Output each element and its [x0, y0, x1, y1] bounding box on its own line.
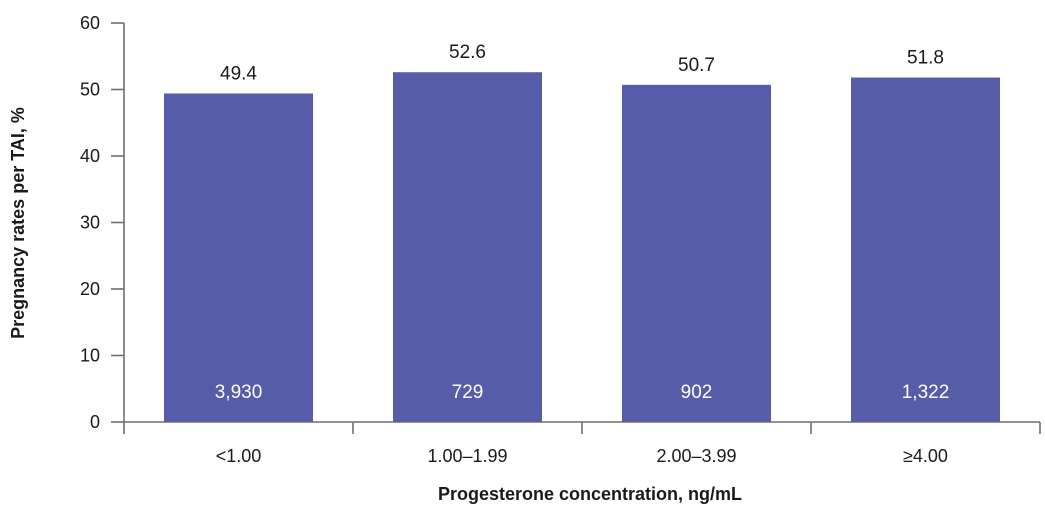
bar-value-label: 52.6: [449, 42, 486, 63]
y-axis-title: Pregnancy rates per TAI, %: [8, 107, 28, 339]
y-tick-label: 50: [80, 80, 100, 100]
bar: [393, 72, 542, 423]
bar: [851, 77, 1000, 422]
y-tick-label: 0: [90, 412, 100, 432]
x-tick-label: 1.00–1.99: [427, 446, 507, 466]
x-tick-label: 2.00–3.99: [656, 446, 736, 466]
x-tick-label: <1.00: [216, 446, 262, 466]
bar-count-label: 3,930: [215, 382, 263, 403]
bar-count-label: 1,322: [902, 382, 950, 403]
y-tick-label: 30: [80, 213, 100, 233]
bars: [164, 72, 1000, 423]
bar-labels: 49.4 3,930 52.6 729 50.7 902 51.8 1,322: [215, 42, 950, 403]
y-tick-label: 60: [80, 13, 100, 33]
bar-count-label: 902: [681, 382, 713, 403]
bar-value-label: 50.7: [678, 55, 715, 76]
bar-value-label: 51.8: [907, 48, 944, 69]
x-axis: <1.00 1.00–1.99 2.00–3.99 ≥4.00: [123, 421, 1041, 466]
y-tick-label: 10: [80, 346, 100, 366]
y-tick-label: 40: [80, 146, 100, 166]
bar-value-label: 49.4: [220, 63, 257, 84]
y-tick-label: 20: [80, 279, 100, 299]
bar-count-label: 729: [452, 382, 484, 403]
y-axis: 0 10 20 30 40 50 60: [80, 13, 125, 432]
bar: [164, 93, 313, 423]
x-axis-title: Progesterone concentration, ng/mL: [438, 484, 742, 504]
x-tick-label: ≥4.00: [903, 446, 948, 466]
bar: [622, 84, 771, 422]
